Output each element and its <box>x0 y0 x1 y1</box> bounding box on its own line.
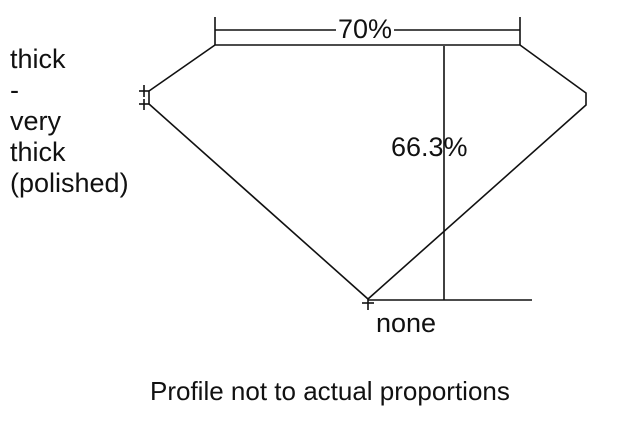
total-depth-label: 66.3% <box>391 132 468 162</box>
girdle-thickness-label: thick - very thick (polished) <box>10 44 129 199</box>
girdle-label-line: thick <box>10 137 66 167</box>
girdle-label-line: very <box>10 106 62 136</box>
girdle-label-line: - <box>10 75 19 105</box>
culet-label: none <box>376 308 437 338</box>
caption: Profile not to actual proportions <box>150 376 510 406</box>
table-percent-label: 70% <box>336 14 395 44</box>
girdle-label-line: thick <box>10 44 66 74</box>
gem-outline <box>148 44 587 301</box>
girdle-label-line: (polished) <box>10 168 129 198</box>
